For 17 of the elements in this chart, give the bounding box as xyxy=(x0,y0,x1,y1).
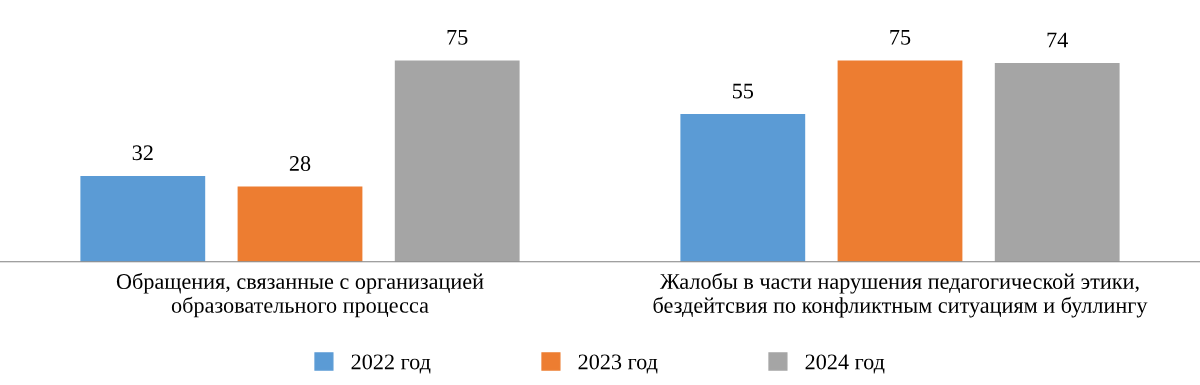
legend-label: 2024 год xyxy=(805,354,885,374)
bar xyxy=(680,114,806,262)
data-label: 74 xyxy=(1047,32,1068,48)
data-label: 75 xyxy=(447,30,468,45)
bar xyxy=(237,186,363,262)
data-label: 75 xyxy=(890,30,911,45)
legend-label: 2023 год xyxy=(578,354,658,374)
data-label: 28 xyxy=(289,155,311,171)
legend-label: 2022 год xyxy=(351,354,431,374)
bar xyxy=(994,63,1120,262)
data-label: 55 xyxy=(732,83,754,99)
data-label: 32 xyxy=(132,145,153,161)
x-tick-label: Обращения, связанные с организацией образовательного процесса xyxy=(116,272,484,318)
x-tick-label: Жалобы в части нарушения педагогической этики, бездейтсвия по конфликтным ситуациям и буллингу xyxy=(653,272,1148,318)
bar xyxy=(394,60,520,262)
bar xyxy=(837,60,963,262)
bar xyxy=(80,175,206,262)
